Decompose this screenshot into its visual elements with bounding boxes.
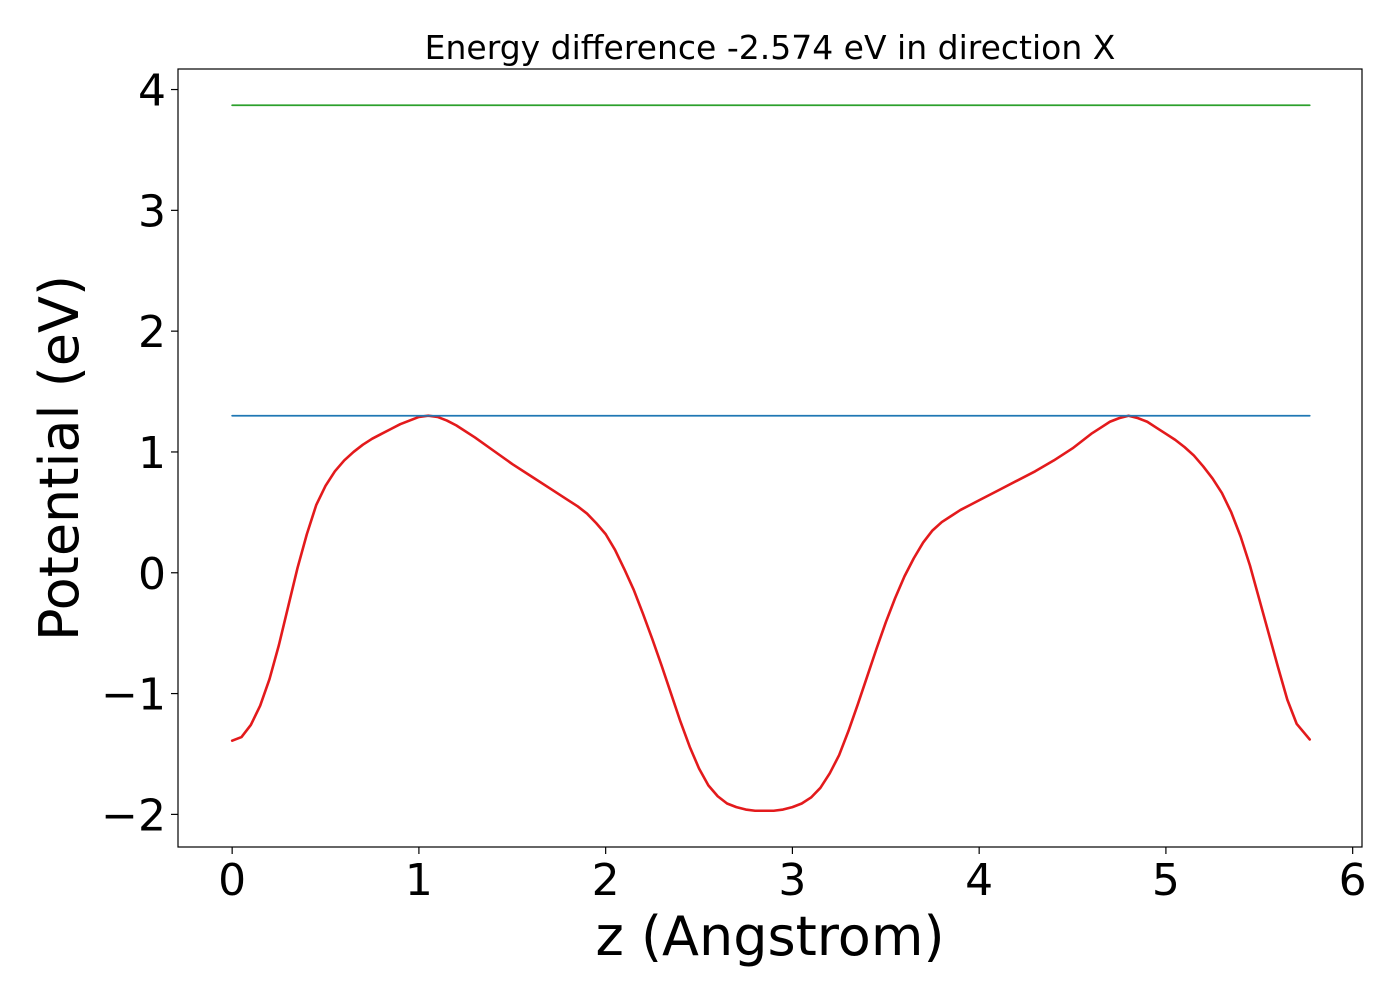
y-tick-label: 3: [138, 186, 166, 237]
y-axis-title: Potential (eV): [28, 275, 91, 641]
y-tick-label: 0: [138, 549, 166, 600]
x-tick-label: 1: [405, 855, 433, 906]
series-line-0: [230, 414, 1312, 813]
series-layer: [230, 104, 1312, 813]
chart-title: Energy difference -2.574 eV in direction…: [425, 28, 1116, 67]
x-tick-label: 0: [218, 855, 246, 906]
x-tick-label: 3: [778, 855, 806, 906]
x-axis-ticks: 0 1 2 3 4 5 6: [218, 847, 1367, 906]
x-tick-label: 4: [965, 855, 993, 906]
y-tick-label: 2: [138, 307, 166, 358]
y-tick-label: 4: [138, 66, 166, 117]
x-tick-label: 6: [1339, 855, 1367, 906]
y-tick-label: −1: [101, 670, 166, 721]
x-axis-title: z (Angstrom): [595, 905, 944, 968]
y-axis-ticks: −2 −1 0 1 2 3 4: [101, 66, 178, 841]
x-tick-label: 2: [592, 855, 620, 906]
y-tick-label: −2: [101, 790, 166, 841]
y-tick-label: 1: [138, 428, 166, 479]
x-tick-label: 5: [1152, 855, 1180, 906]
plot-frame: [177, 68, 1363, 848]
